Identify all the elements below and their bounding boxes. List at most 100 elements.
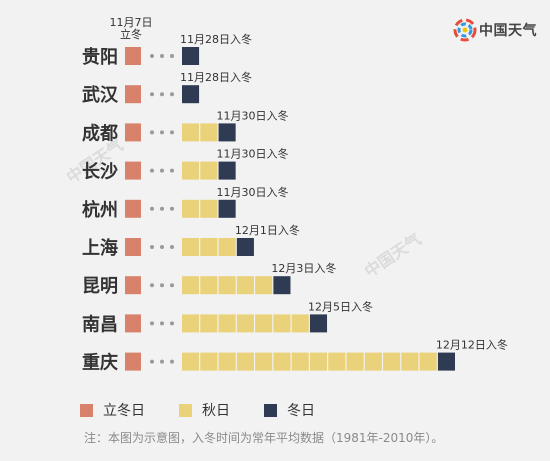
autumn-day-box [291,314,309,333]
winter-start-label: 11月30日入冬 [217,108,289,122]
legend-item-autumn: 秋日 [179,400,230,420]
ellipsis-dot [160,168,164,173]
start-day-box [125,85,141,104]
autumn-day-box [200,314,218,333]
autumn-day-box [236,276,254,295]
start-day-box [125,199,141,218]
winter-start-label: 12月3日入冬 [271,261,336,275]
winter-start-label: 12月5日入冬 [308,299,373,313]
ellipsis-dot [160,245,164,249]
ellipsis-dot [160,92,164,97]
winter-day-box [182,47,200,65]
start-day-box [125,123,141,142]
winter-start-label: 11月30日入冬 [217,185,289,199]
autumn-day-box [200,276,218,295]
legend-swatch-start [80,403,93,417]
autumn-day-box [273,314,291,333]
autumn-day-box [200,123,218,142]
ellipsis-dot [160,206,164,211]
autumn-day-box [182,352,200,371]
legend: 立冬日 秋日 冬日 [80,400,349,420]
first-day-label: 11月7日 [110,16,153,29]
ellipsis-dot [160,54,164,58]
ellipsis-dot [160,283,164,288]
autumn-day-box [182,123,200,142]
ellipsis-dot [150,54,154,58]
winter-start-label: 11月28日入冬 [180,32,252,46]
autumn-day-box [200,161,218,180]
autumn-day-box [309,352,328,371]
winter-day-box [236,238,254,256]
autumn-day-box [182,276,200,295]
autumn-day-box [218,314,236,333]
autumn-day-box [236,352,254,371]
ellipsis-dot [150,130,154,135]
autumn-day-box [200,352,218,371]
ellipsis-dot [170,206,174,211]
city-label: 成都 [82,122,118,144]
winter-start-label: 11月30日入冬 [217,147,289,161]
ellipsis-dot [150,206,154,211]
winter-day-box [218,199,236,218]
autumn-day-box [218,352,236,371]
ellipsis-dot [150,92,154,97]
ellipsis-dot [150,321,154,326]
autumn-day-box [419,352,437,371]
legend-label-winter: 冬日 [287,403,315,419]
ellipsis-dot [160,321,164,326]
winter-day-box [218,123,236,142]
ellipsis-dot [150,283,154,288]
autumn-day-box [200,199,218,218]
autumn-day-box [383,352,401,371]
legend-item-winter: 冬日 [264,400,315,420]
autumn-day-box [255,352,273,371]
autumn-day-box [328,352,346,371]
autumn-day-box [364,352,382,371]
autumn-day-box [236,314,254,333]
legend-label-autumn: 秋日 [202,403,230,419]
start-day-box [125,161,141,180]
brand-logo-icon [453,18,477,42]
start-day-box [125,276,141,295]
start-day-box [125,352,141,371]
city-label: 重庆 [82,352,118,374]
winter-day-box [437,352,455,371]
ellipsis-dot [170,283,174,288]
ellipsis-dot [150,245,154,249]
brand-name: 中国天气 [479,23,537,39]
chart-canvas: 11月7日立冬贵阳11月28日入冬武汉11月28日入冬成都11月30日入冬长沙1… [82,16,508,374]
footnote: 注：本图为示意图，入冬时间为常年平均数据（1981年-2010年）。 [84,431,444,445]
city-label: 贵阳 [82,47,118,68]
city-label: 昆明 [82,276,118,297]
winter-start-label: 11月28日入冬 [180,70,252,84]
autumn-day-box [182,314,200,333]
autumn-day-box [255,314,273,333]
winter-day-box [309,314,328,333]
ellipsis-dot [150,168,154,173]
legend-swatch-autumn [179,403,192,417]
ellipsis-dot [170,245,174,249]
city-label: 杭州 [82,199,118,221]
autumn-day-box [182,199,200,218]
autumn-day-box [255,276,273,295]
ellipsis-dot [170,54,174,58]
ellipsis-dot [160,130,164,135]
ellipsis-dot [170,321,174,326]
city-label: 上海 [82,237,118,259]
ellipsis-dot [160,359,164,364]
autumn-day-box [401,352,419,371]
ellipsis-dot [170,359,174,364]
legend-item-start: 立冬日 [80,400,145,420]
autumn-day-box [182,238,200,256]
ellipsis-dot [170,92,174,97]
winter-day-box [218,161,236,180]
autumn-day-box [346,352,364,371]
autumn-day-box [182,161,200,180]
start-day-box [125,314,141,333]
autumn-day-box [218,276,236,295]
winter-start-label: 12月1日入冬 [235,223,300,237]
ellipsis-dot [150,359,154,364]
autumn-day-box [291,352,309,371]
winter-start-label: 12月12日入冬 [436,338,508,352]
